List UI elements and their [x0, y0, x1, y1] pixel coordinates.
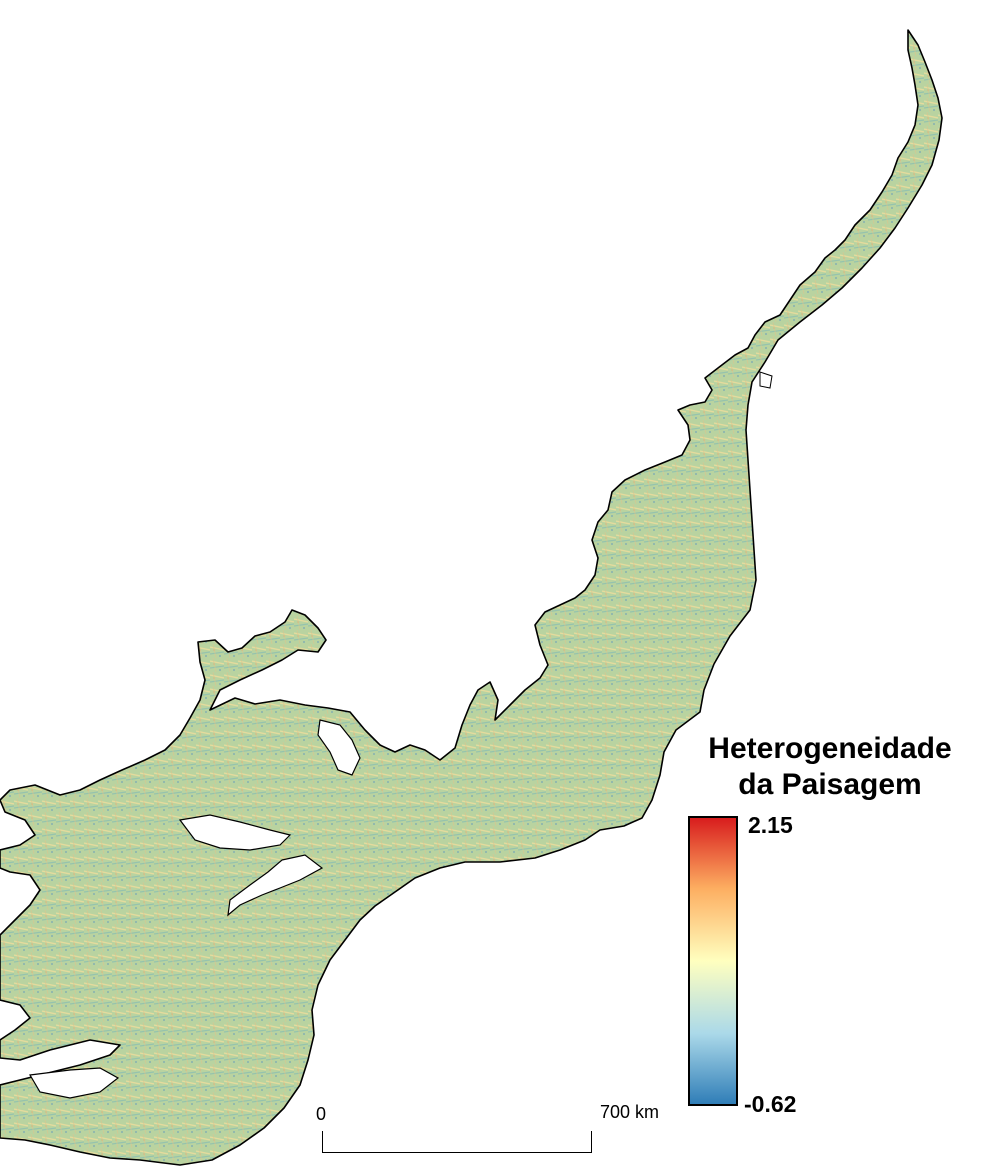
scale-bar — [322, 1131, 592, 1153]
lake-area — [227, 854, 324, 917]
legend-title-line1: Heterogeneidade — [708, 732, 952, 765]
legend-title-line2: da Paisagem — [738, 768, 922, 801]
scale-bar-end-label: 700 km — [600, 1102, 660, 1122]
lake-area — [317, 719, 361, 776]
scale-bar-start-label: 0 — [316, 1104, 327, 1124]
legend-gradient — [688, 816, 738, 1106]
lake-area — [759, 371, 773, 389]
region-area — [0, 29, 943, 1166]
legend-min-label: -0.62 — [744, 1091, 797, 1117]
legend-color-bar — [688, 816, 738, 1106]
lake-area — [178, 814, 292, 851]
lake-area — [29, 1067, 120, 1099]
legend-max-label: 2.15 — [748, 812, 793, 838]
